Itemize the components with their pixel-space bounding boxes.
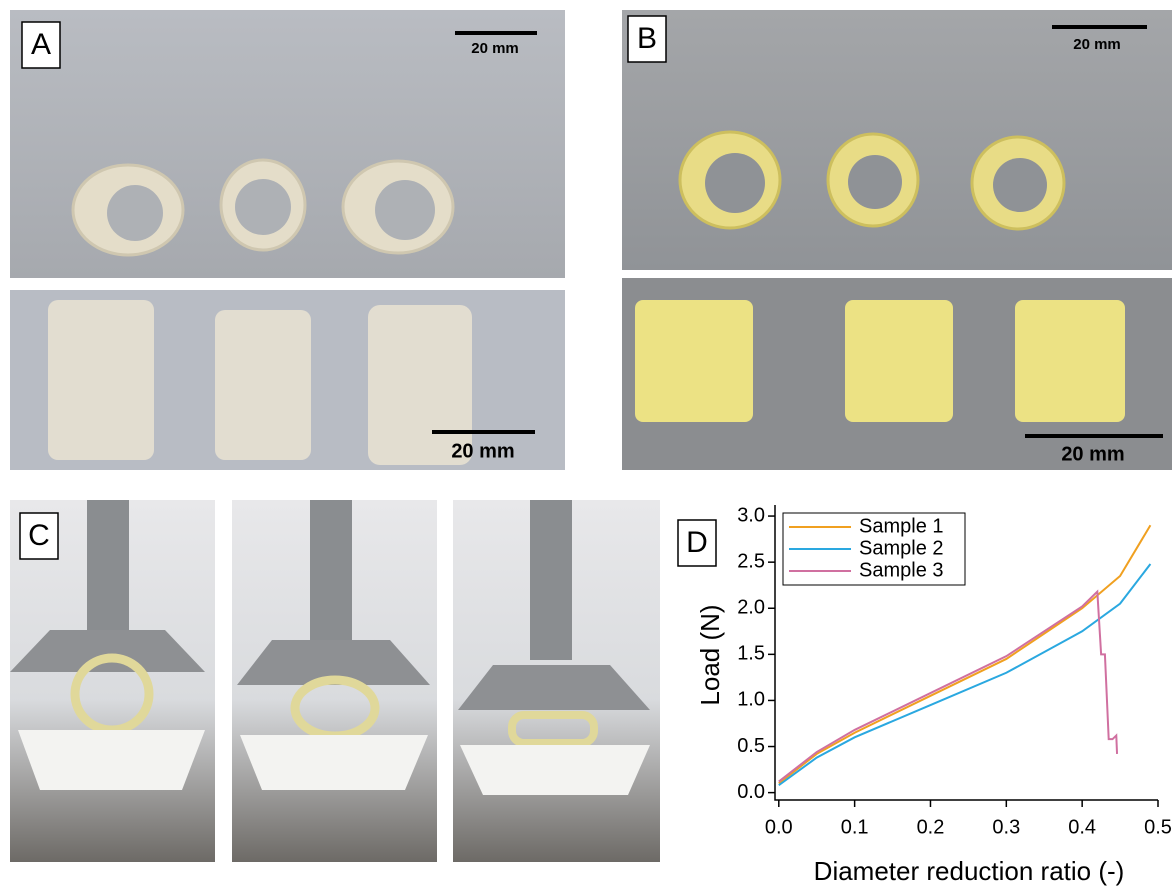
y-axis-label: Load (N) bbox=[695, 604, 725, 705]
y-tick-label: 0.0 bbox=[737, 781, 765, 803]
panel-label: B bbox=[637, 22, 657, 55]
x-tick-label: 0.5 bbox=[1144, 816, 1172, 838]
scale-bar-label: 20 mm bbox=[1061, 443, 1124, 465]
x-tick-label: 0.0 bbox=[765, 816, 793, 838]
y-tick-label: 1.5 bbox=[737, 643, 765, 665]
scale-bar-label: 20 mm bbox=[1073, 36, 1121, 53]
legend-label: Sample 2 bbox=[859, 537, 944, 559]
panel-label: C bbox=[28, 519, 50, 552]
panel-label: D bbox=[686, 526, 708, 559]
scale-bar-label: 20 mm bbox=[451, 440, 514, 462]
photo bbox=[453, 500, 660, 862]
x-tick-label: 0.1 bbox=[841, 816, 869, 838]
y-tick-label: 3.0 bbox=[737, 504, 765, 526]
x-axis-label: Diameter reduction ratio (-) bbox=[814, 856, 1125, 886]
legend-label: Sample 3 bbox=[859, 559, 944, 581]
y-tick-label: 2.0 bbox=[737, 597, 765, 619]
scale-bar-label: 20 mm bbox=[471, 40, 519, 57]
page: {"panels": { "A": {"label": "A", "scale_… bbox=[0, 0, 1172, 892]
photo bbox=[232, 500, 437, 862]
panel-b: B 20 mm 20 mm bbox=[622, 10, 1172, 470]
y-tick-label: 1.0 bbox=[737, 689, 765, 711]
panel-c: C bbox=[10, 500, 660, 862]
x-tick-label: 0.4 bbox=[1068, 816, 1096, 838]
panel-a: A 20 mm 20 mm bbox=[10, 10, 565, 470]
panel-label: A bbox=[31, 28, 51, 61]
y-tick-label: 0.5 bbox=[737, 735, 765, 757]
legend-label: Sample 1 bbox=[859, 515, 944, 537]
x-tick-label: 0.2 bbox=[917, 816, 945, 838]
x-tick-label: 0.3 bbox=[992, 816, 1020, 838]
panel-d: D Diameter reduction ratio (-) Load (N) … bbox=[678, 504, 1172, 886]
y-tick-label: 2.5 bbox=[737, 550, 765, 572]
figure: A 20 mm 20 mm B 20 mm 20 mm bbox=[0, 0, 1172, 892]
